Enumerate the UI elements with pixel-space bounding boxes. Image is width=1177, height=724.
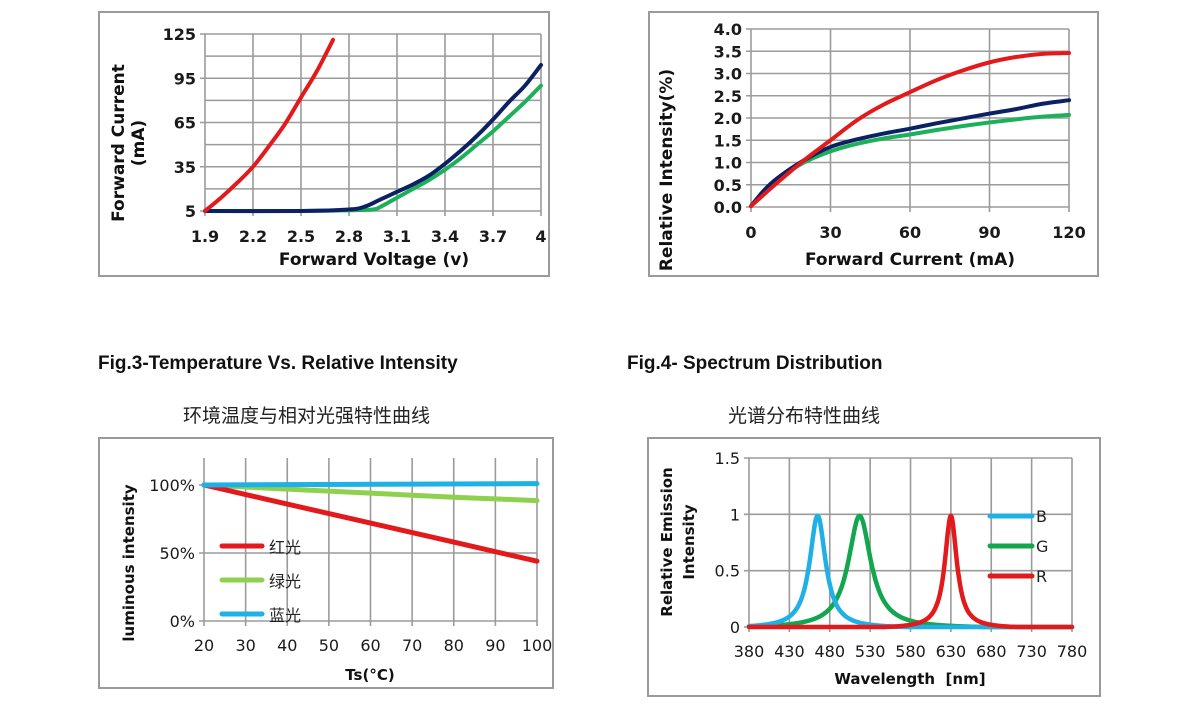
chart1: 1.9 2.2 2.5 2.8 3.1 3.4 3.7 4 5 35 65 95 125 Forwar… [109, 25, 547, 270]
chart3-ylabel: luminous intensity [120, 484, 138, 641]
x-tick-label: 60 [360, 636, 380, 655]
x-tick-label: 3.1 [383, 227, 411, 246]
x-tick-label: 480 [814, 642, 845, 661]
x-tick-label: 380 [734, 642, 765, 661]
y-tick-label: 65 [174, 114, 196, 133]
chart1-xlabel: Forward Voltage (v) [279, 250, 469, 270]
series-line-blue [203, 62, 543, 214]
x-tick-label: 580 [895, 642, 926, 661]
fig3-heading: Fig.3-Temperature Vs. Relative Intensity [98, 353, 458, 374]
x-tick-label: 60 [899, 223, 921, 242]
x-tick-label: 80 [444, 636, 464, 655]
series-line-red [749, 51, 1071, 209]
x-tick-label: 70 [402, 636, 422, 655]
x-tick-label: 120 [1052, 223, 1085, 242]
series-line-R [746, 513, 1075, 630]
series-line-green [201, 482, 540, 504]
legend-label: 绿光 [269, 572, 301, 591]
y-tick-label: 0.0 [714, 198, 742, 217]
x-tick-label: 90 [978, 223, 1000, 242]
x-tick-label: 2.5 [287, 227, 315, 246]
x-tick-label: 530 [855, 642, 886, 661]
y-tick-label: 3.5 [714, 42, 742, 61]
x-tick-label: 780 [1057, 642, 1088, 661]
y-tick-label: 50% [159, 544, 195, 563]
y-tick-label: 1.0 [714, 154, 742, 173]
chart4: BGR 380 430 480 530 580 630 680 730 780 0 0.5 1 1.5… [658, 449, 1087, 688]
chart4-ylabel-line2: Intensity [680, 504, 698, 580]
chart2: 0 30 60 90 120 0.0 0.5 1.0 1.5 2.0 2.5 3.0 3.5 4.0 F… [657, 20, 1086, 271]
chart3-xlabel: Ts(°C) [345, 666, 394, 684]
series-line-blue [749, 98, 1071, 209]
y-tick-label: 125 [163, 25, 196, 44]
y-tick-label: 1.5 [714, 131, 742, 150]
y-tick-label: 95 [174, 69, 196, 88]
x-tick-label: 100 [522, 636, 553, 655]
x-tick-label: 40 [277, 636, 297, 655]
y-tick-label: 35 [174, 158, 196, 177]
x-tick-label: 2.8 [335, 227, 363, 246]
series-line-green [203, 83, 543, 214]
y-tick-label: 0.5 [715, 562, 740, 581]
x-tick-label: 3.4 [431, 227, 459, 246]
fig4-heading: Fig.4- Spectrum Distribution [627, 353, 883, 374]
chart2-xlabel: Forward Current (mA) [805, 250, 1015, 270]
legend-label: 蓝光 [269, 606, 301, 625]
series-line-red [201, 482, 540, 564]
chart2-ylabel: Relative Intensity(%) [657, 69, 677, 271]
y-tick-label: 5 [185, 202, 196, 221]
y-tick-label: 0 [730, 618, 740, 637]
chart4-xlabel: Wavelength [nm] [834, 670, 985, 688]
x-tick-label: 1.9 [191, 227, 219, 246]
x-tick-label: 20 [194, 636, 214, 655]
series-line-blue [201, 481, 540, 488]
y-tick-label: 2.0 [714, 109, 742, 128]
x-tick-label: 90 [485, 636, 505, 655]
x-tick-label: 0 [745, 223, 756, 242]
x-tick-label: 4 [535, 227, 546, 246]
chart1-ylabel-line2: (mA) [129, 120, 149, 166]
y-tick-label: 1 [730, 505, 740, 524]
fig4-subtitle: 光谱分布特性曲线 [728, 405, 881, 427]
x-tick-label: 30 [235, 636, 255, 655]
x-tick-label: 3.7 [479, 227, 507, 246]
x-tick-label: 2.2 [239, 227, 267, 246]
y-tick-label: 4.0 [714, 20, 742, 39]
chart4-ylabel-line1: Relative Emission [658, 467, 676, 616]
x-tick-label: 680 [976, 642, 1007, 661]
chart3-frame [98, 437, 554, 689]
y-tick-label: 0.5 [714, 176, 742, 195]
fig3-subtitle: 环境温度与相对光强特性曲线 [183, 405, 431, 427]
y-tick-label: 0% [170, 612, 195, 631]
y-tick-label: 1.5 [715, 449, 740, 468]
legend-label-R: R [1036, 567, 1047, 586]
x-tick-label: 50 [319, 636, 339, 655]
x-tick-label: 630 [936, 642, 967, 661]
legend-label: 红光 [269, 538, 301, 557]
x-tick-label: 30 [819, 223, 841, 242]
x-tick-label: 730 [1016, 642, 1047, 661]
legend-label-B: B [1036, 507, 1047, 526]
y-tick-label: 3.0 [714, 65, 742, 84]
legend-label-G: G [1036, 537, 1048, 556]
y-tick-label: 100% [149, 476, 195, 495]
y-tick-label: 2.5 [714, 87, 742, 106]
chart1-ylabel-line1: Forward Current [109, 64, 129, 222]
x-tick-label: 430 [774, 642, 805, 661]
series-line-red [203, 37, 335, 213]
